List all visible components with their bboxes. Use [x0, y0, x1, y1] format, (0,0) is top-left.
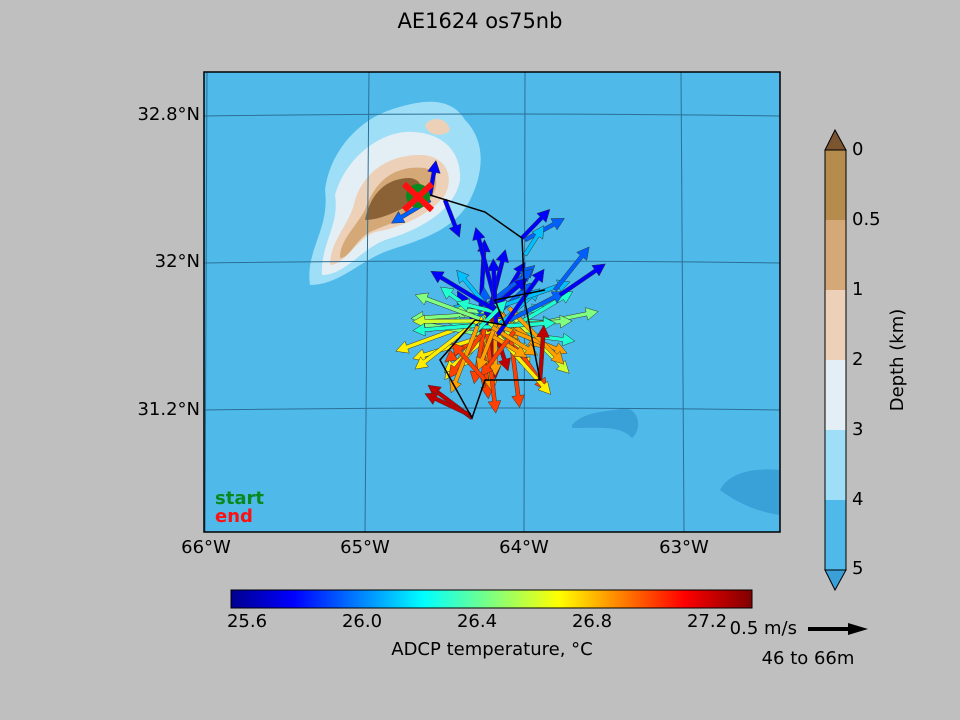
- current-vector: [430, 270, 497, 312]
- current-vector: [488, 332, 528, 358]
- current-vector: [456, 298, 495, 314]
- depth-tick: 5: [852, 558, 863, 579]
- cbar-segment: [825, 150, 846, 220]
- lon-label: 65°W: [340, 537, 390, 558]
- deep: [720, 469, 780, 515]
- lat-label: 32°N: [155, 251, 200, 272]
- current-vector: [522, 225, 545, 257]
- depth-tick: 0: [852, 139, 863, 160]
- temp-tick: 25.6: [227, 611, 267, 632]
- scale-label: 0.5 m/s: [730, 618, 797, 639]
- temp-label: ADCP temperature, °C: [391, 639, 592, 660]
- lon-label: 63°W: [659, 537, 709, 558]
- lon-label: 64°W: [499, 537, 549, 558]
- current-vector: [451, 342, 487, 382]
- current-vector: [424, 392, 472, 418]
- legend-start: start: [215, 488, 264, 509]
- temp-tick: 26.8: [572, 611, 612, 632]
- depth-tick: 0.5: [852, 209, 881, 230]
- cbar-segment: [825, 220, 846, 290]
- current-vector: [484, 333, 502, 414]
- temp-tick: 26.4: [457, 611, 497, 632]
- ship-track: [429, 194, 546, 420]
- cbar-frame: [824, 149, 847, 571]
- current-vector: [442, 198, 462, 238]
- map-frame: [203, 71, 781, 533]
- legend-end: end: [215, 506, 253, 527]
- shoal: [425, 118, 450, 135]
- depth-tick: 1: [852, 279, 863, 300]
- cbar-segment: [825, 360, 846, 430]
- current-vector: [553, 246, 590, 292]
- cbar-segment: [825, 430, 846, 500]
- lon-label: 66°W: [181, 537, 231, 558]
- lat-label: 31.2°N: [137, 399, 200, 420]
- depth-label: Depth (km): [887, 309, 908, 412]
- scale-arrowhead: [848, 623, 868, 635]
- scale-key: 0.5 m/s 46 to 66m: [730, 618, 868, 669]
- current-vector: [520, 208, 551, 240]
- cbar-gradient: [230, 589, 753, 609]
- temp-tick: 27.2: [687, 611, 727, 632]
- graticule: [204, 72, 780, 532]
- cbar-extend: [824, 128, 847, 151]
- temp-tick: 26.0: [342, 611, 382, 632]
- cbar-extend: [824, 569, 847, 592]
- depth-tick: 3: [852, 419, 863, 440]
- depth-tick: 2: [852, 349, 863, 370]
- current-vector: [469, 328, 487, 385]
- scale-depth: 46 to 66m: [762, 648, 855, 669]
- map: start end: [204, 72, 780, 532]
- lat-label: 32.8°N: [137, 104, 200, 125]
- cbar-segment: [825, 500, 846, 570]
- deep: [572, 408, 639, 438]
- depth-tick: 4: [852, 489, 863, 510]
- cbar-segment: [825, 290, 846, 360]
- end-marker: [401, 181, 435, 213]
- current-vectors: [390, 159, 606, 420]
- current-vector: [523, 218, 565, 243]
- current-vector: [558, 263, 606, 297]
- title: AE1624 os75nb: [398, 9, 563, 33]
- depth-colorbar: 0 0.5 1 2 3 4 5 Depth (km): [824, 128, 908, 592]
- current-vector: [508, 291, 566, 323]
- current-vector: [414, 292, 481, 321]
- temperature-colorbar: 25.6 26.0 26.4 26.8 27.2 ADCP temperatur…: [227, 589, 753, 660]
